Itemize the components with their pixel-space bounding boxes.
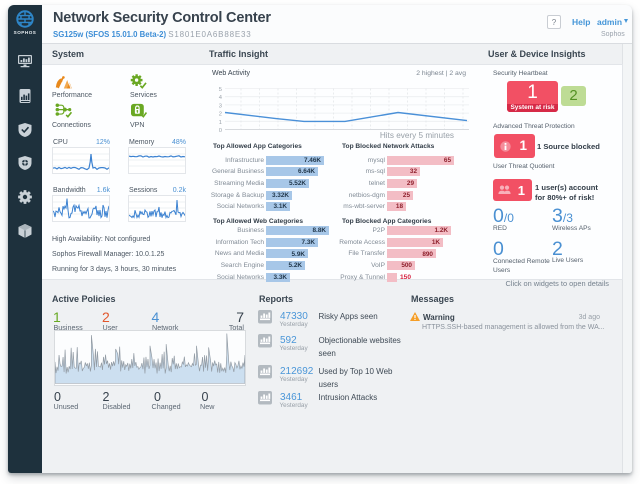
svg-text:1: 1 bbox=[219, 120, 222, 126]
svg-text:4: 4 bbox=[219, 95, 223, 101]
svg-text:3: 3 bbox=[219, 103, 222, 109]
svg-text:0: 0 bbox=[219, 128, 222, 133]
svg-text:5: 5 bbox=[219, 87, 222, 93]
svg-text:2: 2 bbox=[219, 112, 222, 118]
